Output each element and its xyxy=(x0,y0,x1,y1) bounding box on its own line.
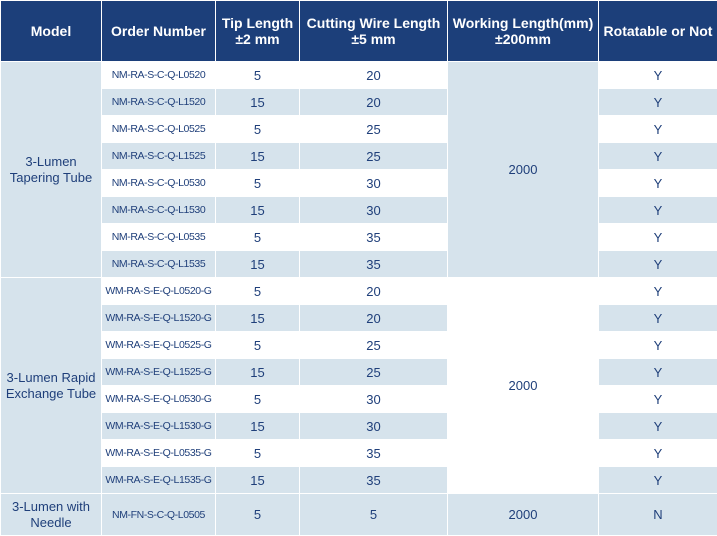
cutting-length-cell: 35 xyxy=(300,467,448,494)
table-row: WM-RA-S-E-Q-L0535-G 5 35 Y xyxy=(1,440,717,467)
header-tip-length: Tip Length ±2 mm xyxy=(216,1,300,62)
order-number-cell: NM-RA-S-C-Q-L0535 xyxy=(102,224,216,251)
rotatable-cell: Y xyxy=(599,62,717,89)
rotatable-cell: Y xyxy=(599,89,717,116)
order-number-cell: WM-RA-S-E-Q-L1530-G xyxy=(102,413,216,440)
tip-length-cell: 15 xyxy=(216,305,300,332)
order-number-cell: WM-RA-S-E-Q-L0525-G xyxy=(102,332,216,359)
cutting-length-cell: 35 xyxy=(300,440,448,467)
cutting-length-cell: 20 xyxy=(300,278,448,305)
table-row: WM-RA-S-E-Q-L1535-G 15 35 Y xyxy=(1,467,717,494)
working-length-cell: 2000 xyxy=(448,494,599,536)
cutting-length-cell: 25 xyxy=(300,116,448,143)
rotatable-cell: Y xyxy=(599,386,717,413)
rotatable-cell: Y xyxy=(599,413,717,440)
table-row: NM-RA-S-C-Q-L1520 15 20 Y xyxy=(1,89,717,116)
table-row: NM-RA-S-C-Q-L1525 15 25 Y xyxy=(1,143,717,170)
header-cutting-wire-length: Cutting Wire Length ±5 mm xyxy=(300,1,448,62)
tip-length-cell: 5 xyxy=(216,116,300,143)
working-length-cell: 2000 xyxy=(448,278,599,494)
tip-length-cell: 5 xyxy=(216,386,300,413)
order-number-cell: NM-RA-S-C-Q-L0520 xyxy=(102,62,216,89)
cutting-length-cell: 30 xyxy=(300,197,448,224)
table-row: NM-RA-S-C-Q-L1535 15 35 Y xyxy=(1,251,717,278)
rotatable-cell: Y xyxy=(599,359,717,386)
order-number-cell: NM-RA-S-C-Q-L0530 xyxy=(102,170,216,197)
tip-length-cell: 5 xyxy=(216,170,300,197)
tip-length-cell: 15 xyxy=(216,359,300,386)
tip-length-cell: 15 xyxy=(216,467,300,494)
order-number-cell: WM-RA-S-E-Q-L1525-G xyxy=(102,359,216,386)
tip-length-cell: 5 xyxy=(216,62,300,89)
rotatable-cell: Y xyxy=(599,116,717,143)
table-row: NM-RA-S-C-Q-L0525 5 25 Y xyxy=(1,116,717,143)
cutting-length-cell: 30 xyxy=(300,386,448,413)
tip-length-cell: 5 xyxy=(216,332,300,359)
table-row: 3-Lumen Tapering Tube NM-RA-S-C-Q-L0520 … xyxy=(1,62,717,89)
table-row: 3-Lumen with Needle NM-FN-S-C-Q-L0505 5 … xyxy=(1,494,717,536)
order-number-cell: WM-RA-S-E-Q-L0535-G xyxy=(102,440,216,467)
tip-length-cell: 15 xyxy=(216,251,300,278)
cutting-length-cell: 25 xyxy=(300,359,448,386)
tip-length-cell: 5 xyxy=(216,278,300,305)
tip-length-cell: 5 xyxy=(216,224,300,251)
rotatable-cell: Y xyxy=(599,332,717,359)
rotatable-cell: Y xyxy=(599,197,717,224)
cutting-length-cell: 20 xyxy=(300,305,448,332)
header-model: Model xyxy=(1,1,102,62)
table-row: WM-RA-S-E-Q-L1525-G 15 25 Y xyxy=(1,359,717,386)
tip-length-cell: 15 xyxy=(216,143,300,170)
cutting-length-cell: 35 xyxy=(300,251,448,278)
table-row: 3-Lumen Rapid Exchange Tube WM-RA-S-E-Q-… xyxy=(1,278,717,305)
cutting-length-cell: 5 xyxy=(300,494,448,536)
header-rotatable: Rotatable or Not xyxy=(599,1,717,62)
header-row: Model Order Number Tip Length ±2 mm Cutt… xyxy=(1,1,717,62)
model-cell: 3-Lumen with Needle xyxy=(1,494,102,536)
table-row: WM-RA-S-E-Q-L0525-G 5 25 Y xyxy=(1,332,717,359)
cutting-length-cell: 20 xyxy=(300,62,448,89)
rotatable-cell: Y xyxy=(599,251,717,278)
model-cell: 3-Lumen Rapid Exchange Tube xyxy=(1,278,102,494)
rotatable-cell: Y xyxy=(599,143,717,170)
order-number-cell: NM-RA-S-C-Q-L1520 xyxy=(102,89,216,116)
rotatable-cell: Y xyxy=(599,440,717,467)
cutting-length-cell: 30 xyxy=(300,170,448,197)
order-number-cell: WM-RA-S-E-Q-L1535-G xyxy=(102,467,216,494)
order-number-cell: NM-FN-S-C-Q-L0505 xyxy=(102,494,216,536)
rotatable-cell: Y xyxy=(599,278,717,305)
rotatable-cell: Y xyxy=(599,305,717,332)
rotatable-cell: Y xyxy=(599,170,717,197)
table-row: NM-RA-S-C-Q-L0530 5 30 Y xyxy=(1,170,717,197)
rotatable-cell: Y xyxy=(599,467,717,494)
order-number-cell: WM-RA-S-E-Q-L0530-G xyxy=(102,386,216,413)
table-row: NM-RA-S-C-Q-L1530 15 30 Y xyxy=(1,197,717,224)
cutting-length-cell: 35 xyxy=(300,224,448,251)
rotatable-cell: Y xyxy=(599,224,717,251)
order-number-cell: NM-RA-S-C-Q-L1530 xyxy=(102,197,216,224)
header-order-number: Order Number xyxy=(102,1,216,62)
tip-length-cell: 15 xyxy=(216,89,300,116)
order-number-cell: NM-RA-S-C-Q-L1525 xyxy=(102,143,216,170)
tip-length-cell: 15 xyxy=(216,413,300,440)
rotatable-cell: N xyxy=(599,494,717,536)
model-cell: 3-Lumen Tapering Tube xyxy=(1,62,102,278)
cutting-length-cell: 30 xyxy=(300,413,448,440)
cutting-length-cell: 25 xyxy=(300,143,448,170)
table-row: WM-RA-S-E-Q-L1530-G 15 30 Y xyxy=(1,413,717,440)
order-number-cell: WM-RA-S-E-Q-L1520-G xyxy=(102,305,216,332)
table-row: WM-RA-S-E-Q-L0530-G 5 30 Y xyxy=(1,386,717,413)
tip-length-cell: 5 xyxy=(216,440,300,467)
cutting-length-cell: 20 xyxy=(300,89,448,116)
table-row: WM-RA-S-E-Q-L1520-G 15 20 Y xyxy=(1,305,717,332)
order-number-cell: NM-RA-S-C-Q-L1535 xyxy=(102,251,216,278)
order-number-cell: NM-RA-S-C-Q-L0525 xyxy=(102,116,216,143)
header-working-length: Working Length(mm) ±200mm xyxy=(448,1,599,62)
table-row: NM-RA-S-C-Q-L0535 5 35 Y xyxy=(1,224,717,251)
tip-length-cell: 5 xyxy=(216,494,300,536)
order-number-cell: WM-RA-S-E-Q-L0520-G xyxy=(102,278,216,305)
working-length-cell: 2000 xyxy=(448,62,599,278)
tip-length-cell: 15 xyxy=(216,197,300,224)
cutting-length-cell: 25 xyxy=(300,332,448,359)
